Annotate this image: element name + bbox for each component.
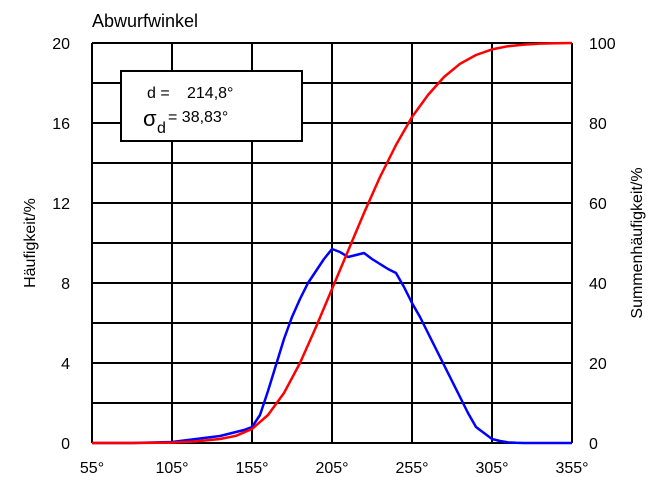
x-tick-label: 55° bbox=[80, 460, 104, 477]
y-right-tick-label: 80 bbox=[589, 116, 607, 133]
y-axis-right-label: Summenhäufigkeit/% bbox=[629, 167, 646, 318]
stats-box: d = 214,8° σ d = 38,83° bbox=[120, 70, 303, 142]
stats-box-frame bbox=[120, 70, 303, 142]
stats-d-value: 214,8° bbox=[187, 85, 233, 102]
axis-labels: 55° 105° 155° 205° 255° 305° 355°0481216200204… bbox=[52, 36, 616, 477]
stats-sigma-value: = 38,83° bbox=[168, 109, 228, 126]
y-left-tick-label: 0 bbox=[61, 436, 70, 453]
y-left-tick-label: 8 bbox=[61, 276, 70, 293]
stats-sigma-subscript: d bbox=[157, 120, 166, 137]
cumulative-frequency-line bbox=[92, 41, 573, 445]
y-right-tick-label: 40 bbox=[589, 276, 607, 293]
y-right-tick-label: 20 bbox=[589, 356, 607, 373]
x-tick-label: 255° bbox=[395, 460, 428, 477]
x-tick-label: 205° bbox=[315, 460, 348, 477]
y-axis-left-label: Häufigkeit/% bbox=[22, 198, 39, 288]
y-left-tick-label: 12 bbox=[52, 196, 70, 213]
y-right-tick-label: 100 bbox=[589, 36, 616, 53]
y-left-tick-label: 16 bbox=[52, 116, 70, 133]
x-tick-label: 305° bbox=[475, 460, 508, 477]
chart-title: Abwurfwinkel bbox=[92, 11, 198, 31]
y-right-tick-label: 0 bbox=[589, 436, 598, 453]
y-left-tick-label: 20 bbox=[52, 36, 70, 53]
x-tick-label: 155° bbox=[235, 460, 268, 477]
x-tick-label: 105° bbox=[155, 460, 188, 477]
y-left-tick-label: 4 bbox=[61, 356, 70, 373]
series-layer bbox=[92, 41, 573, 445]
stats-d-label: d = bbox=[147, 85, 174, 102]
stats-sigma-symbol: σ bbox=[143, 106, 157, 131]
x-tick-label: 355° bbox=[555, 460, 588, 477]
y-right-tick-label: 60 bbox=[589, 196, 607, 213]
frequency-line bbox=[92, 247, 572, 445]
